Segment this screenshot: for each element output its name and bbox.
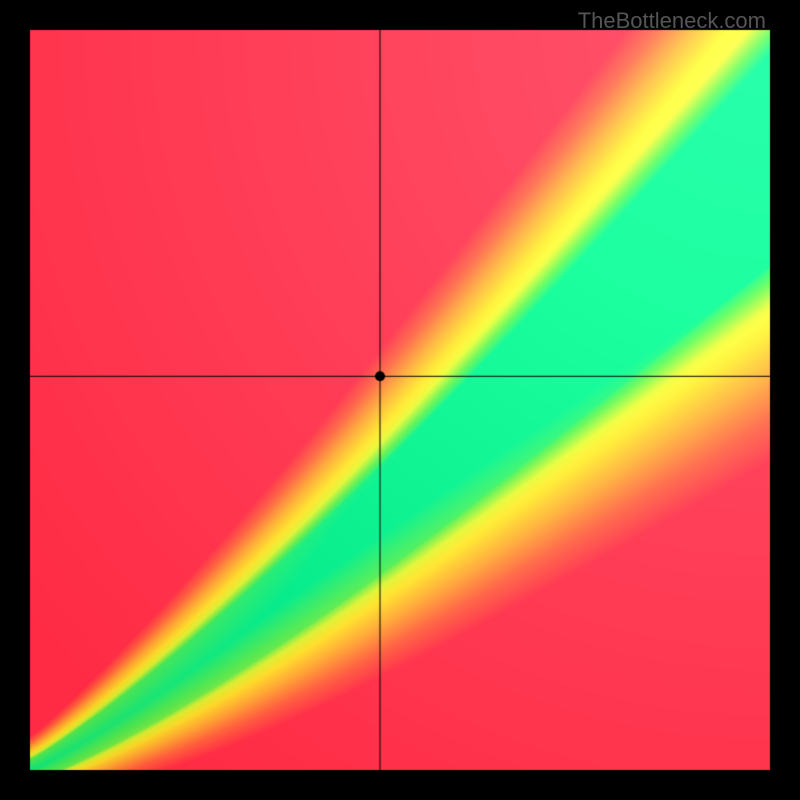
bottleneck-heatmap xyxy=(0,0,800,800)
watermark-text: TheBottleneck.com xyxy=(578,8,766,34)
chart-container: TheBottleneck.com xyxy=(0,0,800,800)
